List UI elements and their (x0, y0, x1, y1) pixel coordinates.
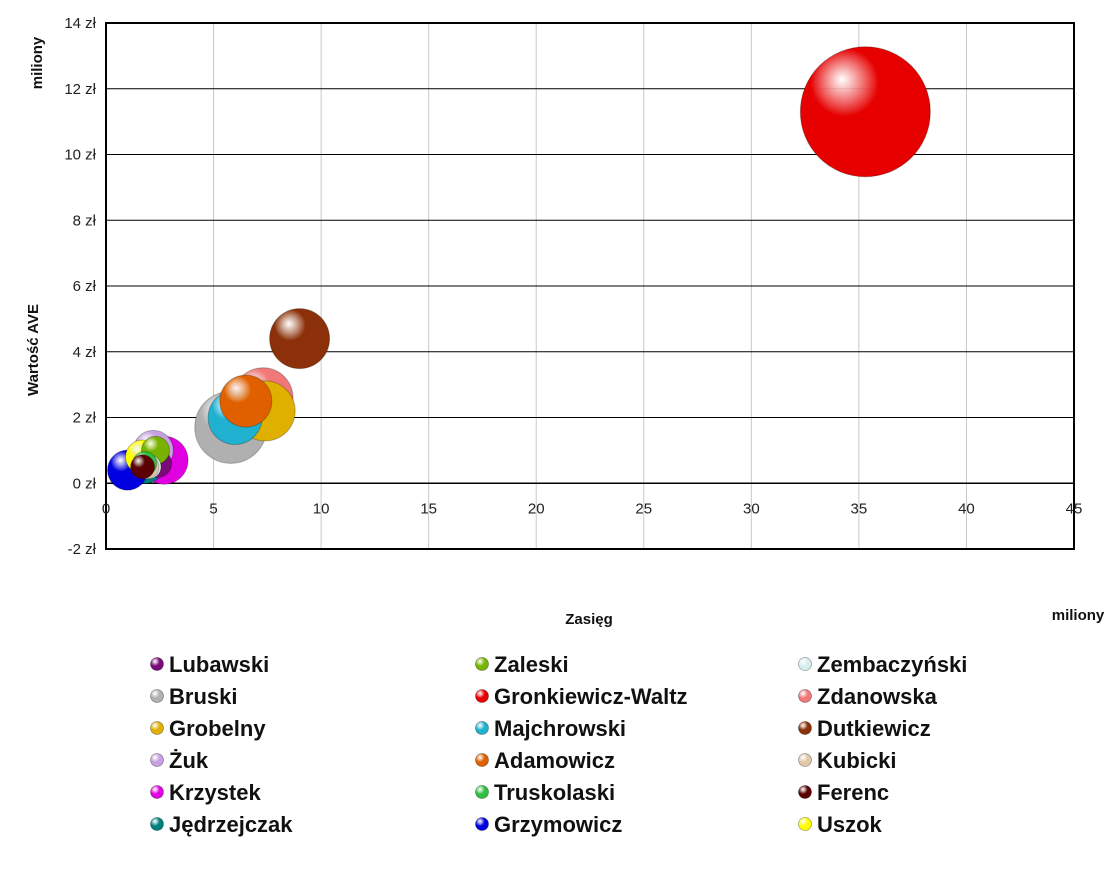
legend-label: Zdanowska (817, 684, 938, 709)
legend-label: Truskolaski (494, 780, 615, 805)
legend-marker (150, 785, 164, 799)
legend-marker (475, 657, 489, 671)
legend-label: Żuk (169, 748, 209, 773)
legend-label: Krzystek (169, 780, 261, 805)
bubble-ferenc (130, 454, 156, 480)
legend-label: Ferenc (817, 780, 889, 805)
y-axis-title: Wartość AVE (25, 304, 42, 396)
bubble-adamowicz (219, 374, 273, 428)
x-axis-ticks: 0 5 10 15 20 25 30 35 40 45 (102, 500, 1083, 517)
legend-marker (798, 721, 812, 735)
x-tick-label: 20 (528, 500, 545, 517)
legend-label: Zaleski (494, 652, 569, 677)
x-tick-label: 5 (209, 500, 217, 517)
legend-marker (798, 689, 812, 703)
y-axis-ticks: -2 zł 0 zł 2 zł 4 zł 6 zł 8 zł 10 zł 12 zł 14 zł (64, 15, 96, 558)
legend-marker (150, 817, 164, 831)
legend-marker (475, 753, 489, 767)
legend-label: Lubawski (169, 652, 269, 677)
y-unit-label: miliony (29, 36, 46, 89)
y-tick-label: 2 zł (73, 410, 97, 427)
legend-label: Bruski (169, 684, 237, 709)
legend-label: Gronkiewicz-Waltz (494, 684, 688, 709)
legend-marker (475, 817, 489, 831)
y-tick-label: 14 zł (64, 15, 96, 32)
legend-marker (798, 817, 812, 831)
legend-label: Uszok (817, 812, 883, 837)
legend-marker (798, 657, 812, 671)
bubble-gronkiewicz-waltz (799, 46, 931, 178)
legend-label: Kubicki (817, 748, 896, 773)
bubble-dutkiewicz (269, 308, 331, 370)
plot-frame (105, 22, 1075, 550)
legend-label: Jędrzejczak (169, 812, 293, 837)
legend-marker (798, 753, 812, 767)
y-tick-label: -2 zł (68, 541, 97, 558)
y-tick-label: 12 zł (64, 81, 96, 98)
legend-label: Majchrowski (494, 716, 626, 741)
legend-label: Grobelny (169, 716, 266, 741)
x-tick-label: 40 (958, 500, 975, 517)
y-tick-label: 6 zł (73, 278, 97, 295)
x-tick-label: 25 (635, 500, 652, 517)
x-tick-label: 30 (743, 500, 760, 517)
legend-marker (475, 689, 489, 703)
legend-marker (150, 657, 164, 671)
x-tick-label: 35 (851, 500, 868, 517)
x-unit-label: miliony (1052, 607, 1105, 624)
x-tick-label: 10 (313, 500, 330, 517)
legend-marker (475, 785, 489, 799)
legend-marker (150, 753, 164, 767)
legend-label: Dutkiewicz (817, 716, 931, 741)
legend-marker (798, 785, 812, 799)
y-tick-label: 10 zł (64, 147, 96, 164)
y-tick-label: 0 zł (73, 475, 97, 492)
x-tick-label: 15 (420, 500, 437, 517)
bubbles (107, 46, 931, 491)
legend: Lubawski Zaleski Zembaczyński Bruski Gronkie… (150, 652, 967, 837)
x-tick-label: 45 (1066, 500, 1083, 517)
legend-label: Zembaczyński (817, 652, 967, 677)
x-tick-label: 0 (102, 500, 110, 517)
legend-label: Grzymowicz (494, 812, 622, 837)
y-tick-label: 4 zł (73, 344, 97, 361)
y-tick-label: 8 zł (73, 212, 97, 229)
legend-label: Adamowicz (494, 748, 615, 773)
legend-marker (150, 721, 164, 735)
legend-marker (150, 689, 164, 703)
x-axis-title: Zasięg (565, 611, 613, 628)
legend-marker (475, 721, 489, 735)
